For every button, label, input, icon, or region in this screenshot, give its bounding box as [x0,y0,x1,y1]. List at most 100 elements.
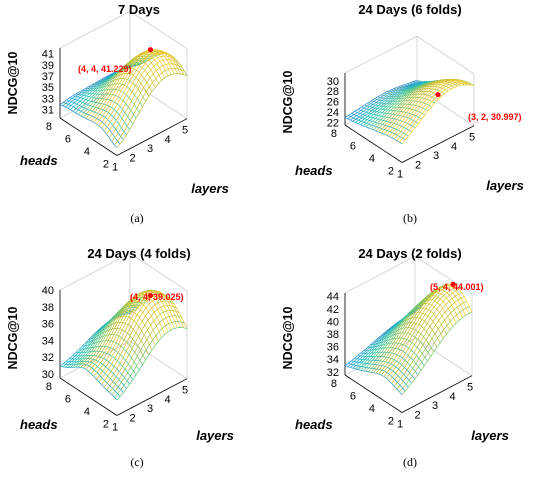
z-tick-label: 35 [42,82,54,94]
mesh-line [85,53,157,119]
x-tick-label: 3 [147,143,153,155]
mesh-line [370,286,442,373]
mesh-line [103,300,175,388]
x-axis-label: layers [196,428,234,443]
mesh-line [381,283,452,376]
y-tick-label: 4 [84,406,90,418]
z-tick-label: 36 [42,319,54,331]
mesh-line [90,289,162,374]
z-tick-label: 42 [327,304,339,316]
x-tick-label: 1 [397,419,403,431]
mesh-line [103,52,175,132]
y-tick-label: 8 [331,378,337,390]
mesh-line [59,65,131,105]
z-tick-label: 34 [42,335,54,347]
z-tick-label: 34 [327,354,339,366]
z-tick-label: 32 [42,352,54,364]
z-tick-label: 37 [42,71,54,83]
mesh-line [344,79,418,118]
subfigure-label: (d) [403,455,417,469]
x-tick-label: 1 [397,169,403,181]
mesh-line [70,304,141,368]
x-tick-label: 3 [432,400,438,412]
mesh-line [386,79,459,136]
y-axis-label: heads [295,163,333,178]
y-axis-label: heads [295,417,333,432]
mesh-line [98,49,170,127]
chart-title: 24 Days (6 folds) [358,2,461,17]
mesh-line [388,79,462,137]
x-tick-label: 2 [414,409,420,421]
mesh-line [399,306,470,393]
axes-frame [59,10,188,119]
mesh-line [383,79,456,135]
z-tick-label: 24 [327,107,339,119]
mesh-line [98,293,170,383]
y-tick-label: 2 [103,159,109,171]
peak-annotation: (4, 4, 39.025) [130,292,184,302]
peak-annotation: (4, 4, 41.229) [78,64,132,74]
mesh-line [77,296,149,368]
z-tick-label: 28 [327,86,339,98]
mesh-line [401,311,473,395]
peak-annotation: (5, 4, 44.001) [430,282,484,292]
mesh-line [396,301,467,390]
z-tick-label: 38 [42,302,54,314]
y-tick-label: 2 [388,416,394,428]
mesh-line [80,294,151,368]
z-tick-label: 39 [42,60,54,72]
z-tick-label: 40 [42,285,54,297]
mesh-line [355,81,428,123]
z-tick-label: 41 [42,49,54,61]
z-tick-label: 44 [327,291,339,303]
z-axis-label: NDCG@10 [281,71,295,134]
mesh-line [388,289,460,382]
mesh-line [106,304,177,391]
x-tick-label: 2 [129,152,135,164]
chart-title: 24 Days (4 folds) [87,246,190,261]
x-tick-label: 4 [164,134,170,146]
mesh-line [67,307,138,368]
panel-b: 22 24 26 28 30 1 2 3 4 5 2 4 6 8 24 Days (6 folds) NDCG… [275,0,550,244]
mesh-line [383,284,455,377]
mesh-line [111,63,182,142]
x-tick-label: 5 [467,382,473,394]
mesh-line [352,81,425,122]
axes-lines [59,290,188,416]
mesh-line [111,315,182,396]
x-tick-label: 1 [112,162,118,174]
z-tick-label: 30 [327,76,339,88]
mesh-line [62,311,133,368]
mesh-line [116,73,188,148]
axes-lines [344,293,473,413]
y-tick-label: 4 [369,403,375,415]
mesh-line [96,291,167,380]
chart-title: 24 Days (2 folds) [358,246,461,261]
y-tick-label: 4 [369,153,375,165]
peak-marker [147,292,154,299]
y-axis-label: heads [20,153,58,168]
panel-a: 31 33 35 37 39 41 1 2 3 4 5 2 4 6 8 7 Days NDCG@10 layers… [0,0,275,244]
x-axis-label: layers [191,181,229,196]
mesh-line [350,80,423,121]
mesh-line [83,55,154,118]
z-tick-label: 36 [327,342,339,354]
peak-marker [450,281,456,287]
mesh-line [108,59,180,139]
mesh-line [378,79,451,133]
z-tick-label: 31 [42,105,54,117]
mesh-line [108,309,180,393]
mesh-line [378,283,449,375]
mesh-line [393,80,467,140]
x-tick-label: 5 [469,132,475,144]
z-tick-label: 38 [327,329,339,341]
z-axis-label: NDCG@10 [6,52,20,115]
axes-lines [344,73,475,163]
mesh-line [106,55,177,135]
axes-lines [59,48,188,156]
y-tick-label: 2 [388,166,394,178]
